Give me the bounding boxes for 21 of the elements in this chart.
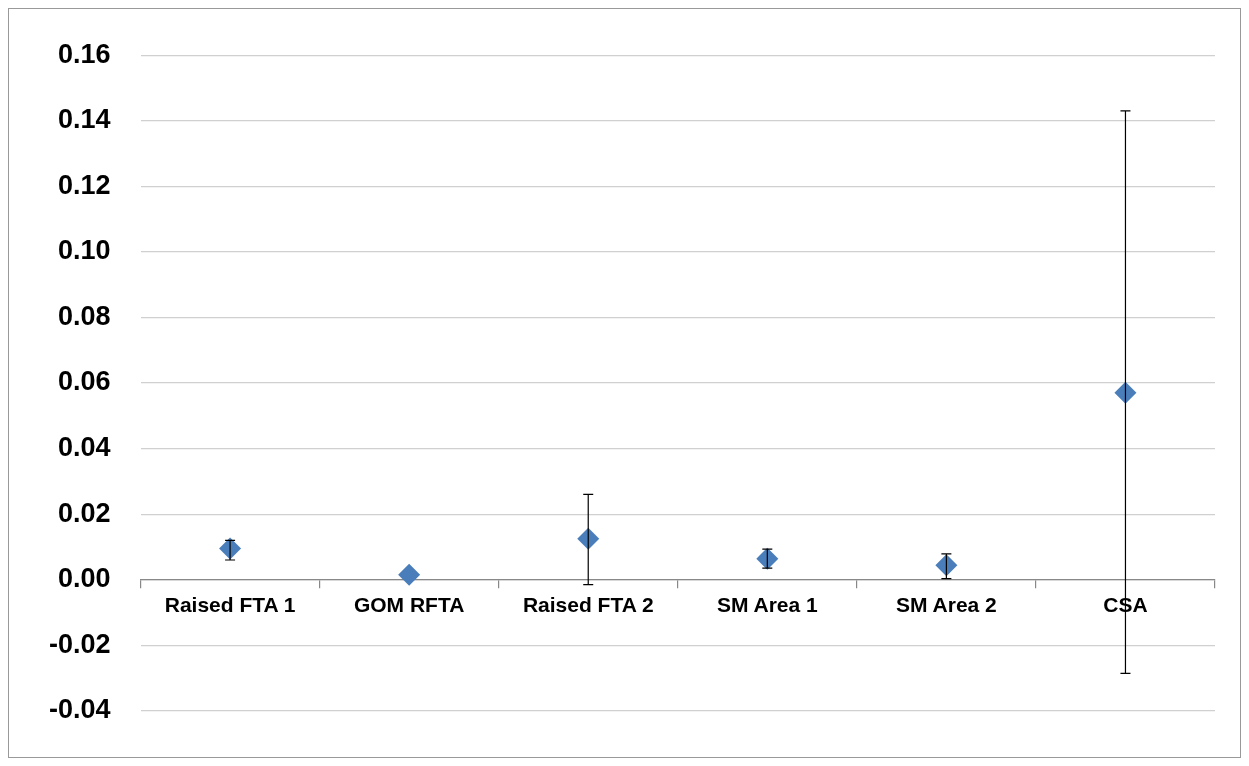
x-tick-label: GOM RFTA — [353, 593, 465, 617]
point — [935, 554, 958, 577]
point — [398, 563, 421, 586]
point — [577, 527, 600, 550]
y-tick-label: 0.10 — [57, 235, 111, 266]
y-tick-label: 0.00 — [57, 563, 111, 594]
x-tick-label: SM Area 1 — [716, 593, 819, 617]
x-tick-label: Raised FTA 2 — [522, 593, 654, 617]
point — [756, 547, 779, 570]
y-tick-label: 0.02 — [57, 497, 111, 528]
y-tick-label: -0.02 — [48, 628, 111, 659]
y-tick-label: 0.14 — [57, 104, 111, 135]
y-tick-label: 0.08 — [57, 300, 111, 331]
y-tick-label: 0.16 — [57, 38, 111, 69]
y-tick-label: -0.04 — [48, 694, 111, 725]
point — [1114, 381, 1137, 404]
x-tick-label: SM Area 2 — [896, 593, 997, 617]
x-tick-label: Raised FTA 1 — [164, 593, 296, 617]
y-tick-label: 0.06 — [57, 366, 111, 397]
y-tick-label: 0.12 — [57, 169, 111, 200]
y-tick-label: 0.04 — [57, 432, 111, 463]
